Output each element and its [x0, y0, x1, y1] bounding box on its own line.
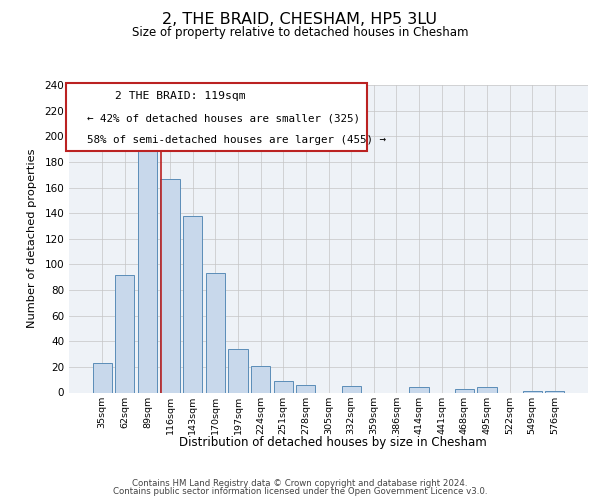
Y-axis label: Number of detached properties: Number of detached properties [28, 149, 37, 328]
Text: ← 42% of detached houses are smaller (325): ← 42% of detached houses are smaller (32… [87, 114, 360, 124]
Bar [545, 391, 565, 392]
Text: 2, THE BRAID, CHESHAM, HP5 3LU: 2, THE BRAID, CHESHAM, HP5 3LU [163, 12, 437, 28]
Bar [341, 386, 361, 392]
Bar [92, 363, 112, 392]
Text: 58% of semi-detached houses are larger (455) →: 58% of semi-detached houses are larger (… [87, 136, 386, 145]
Bar [138, 149, 157, 392]
Bar [455, 388, 474, 392]
Bar [251, 366, 270, 392]
Bar [229, 349, 248, 393]
FancyBboxPatch shape [67, 84, 367, 151]
Text: Distribution of detached houses by size in Chesham: Distribution of detached houses by size … [179, 436, 487, 449]
Bar [523, 391, 542, 392]
Bar [296, 385, 316, 392]
Text: Contains public sector information licensed under the Open Government Licence v3: Contains public sector information licen… [113, 487, 487, 496]
Bar [160, 178, 180, 392]
Text: 2 THE BRAID: 119sqm: 2 THE BRAID: 119sqm [115, 91, 246, 101]
Bar [477, 388, 497, 392]
Text: Size of property relative to detached houses in Chesham: Size of property relative to detached ho… [132, 26, 468, 39]
Bar [183, 216, 202, 392]
Bar [115, 274, 134, 392]
Bar [409, 388, 428, 392]
Bar [206, 274, 225, 392]
Text: Contains HM Land Registry data © Crown copyright and database right 2024.: Contains HM Land Registry data © Crown c… [132, 478, 468, 488]
Bar [274, 381, 293, 392]
